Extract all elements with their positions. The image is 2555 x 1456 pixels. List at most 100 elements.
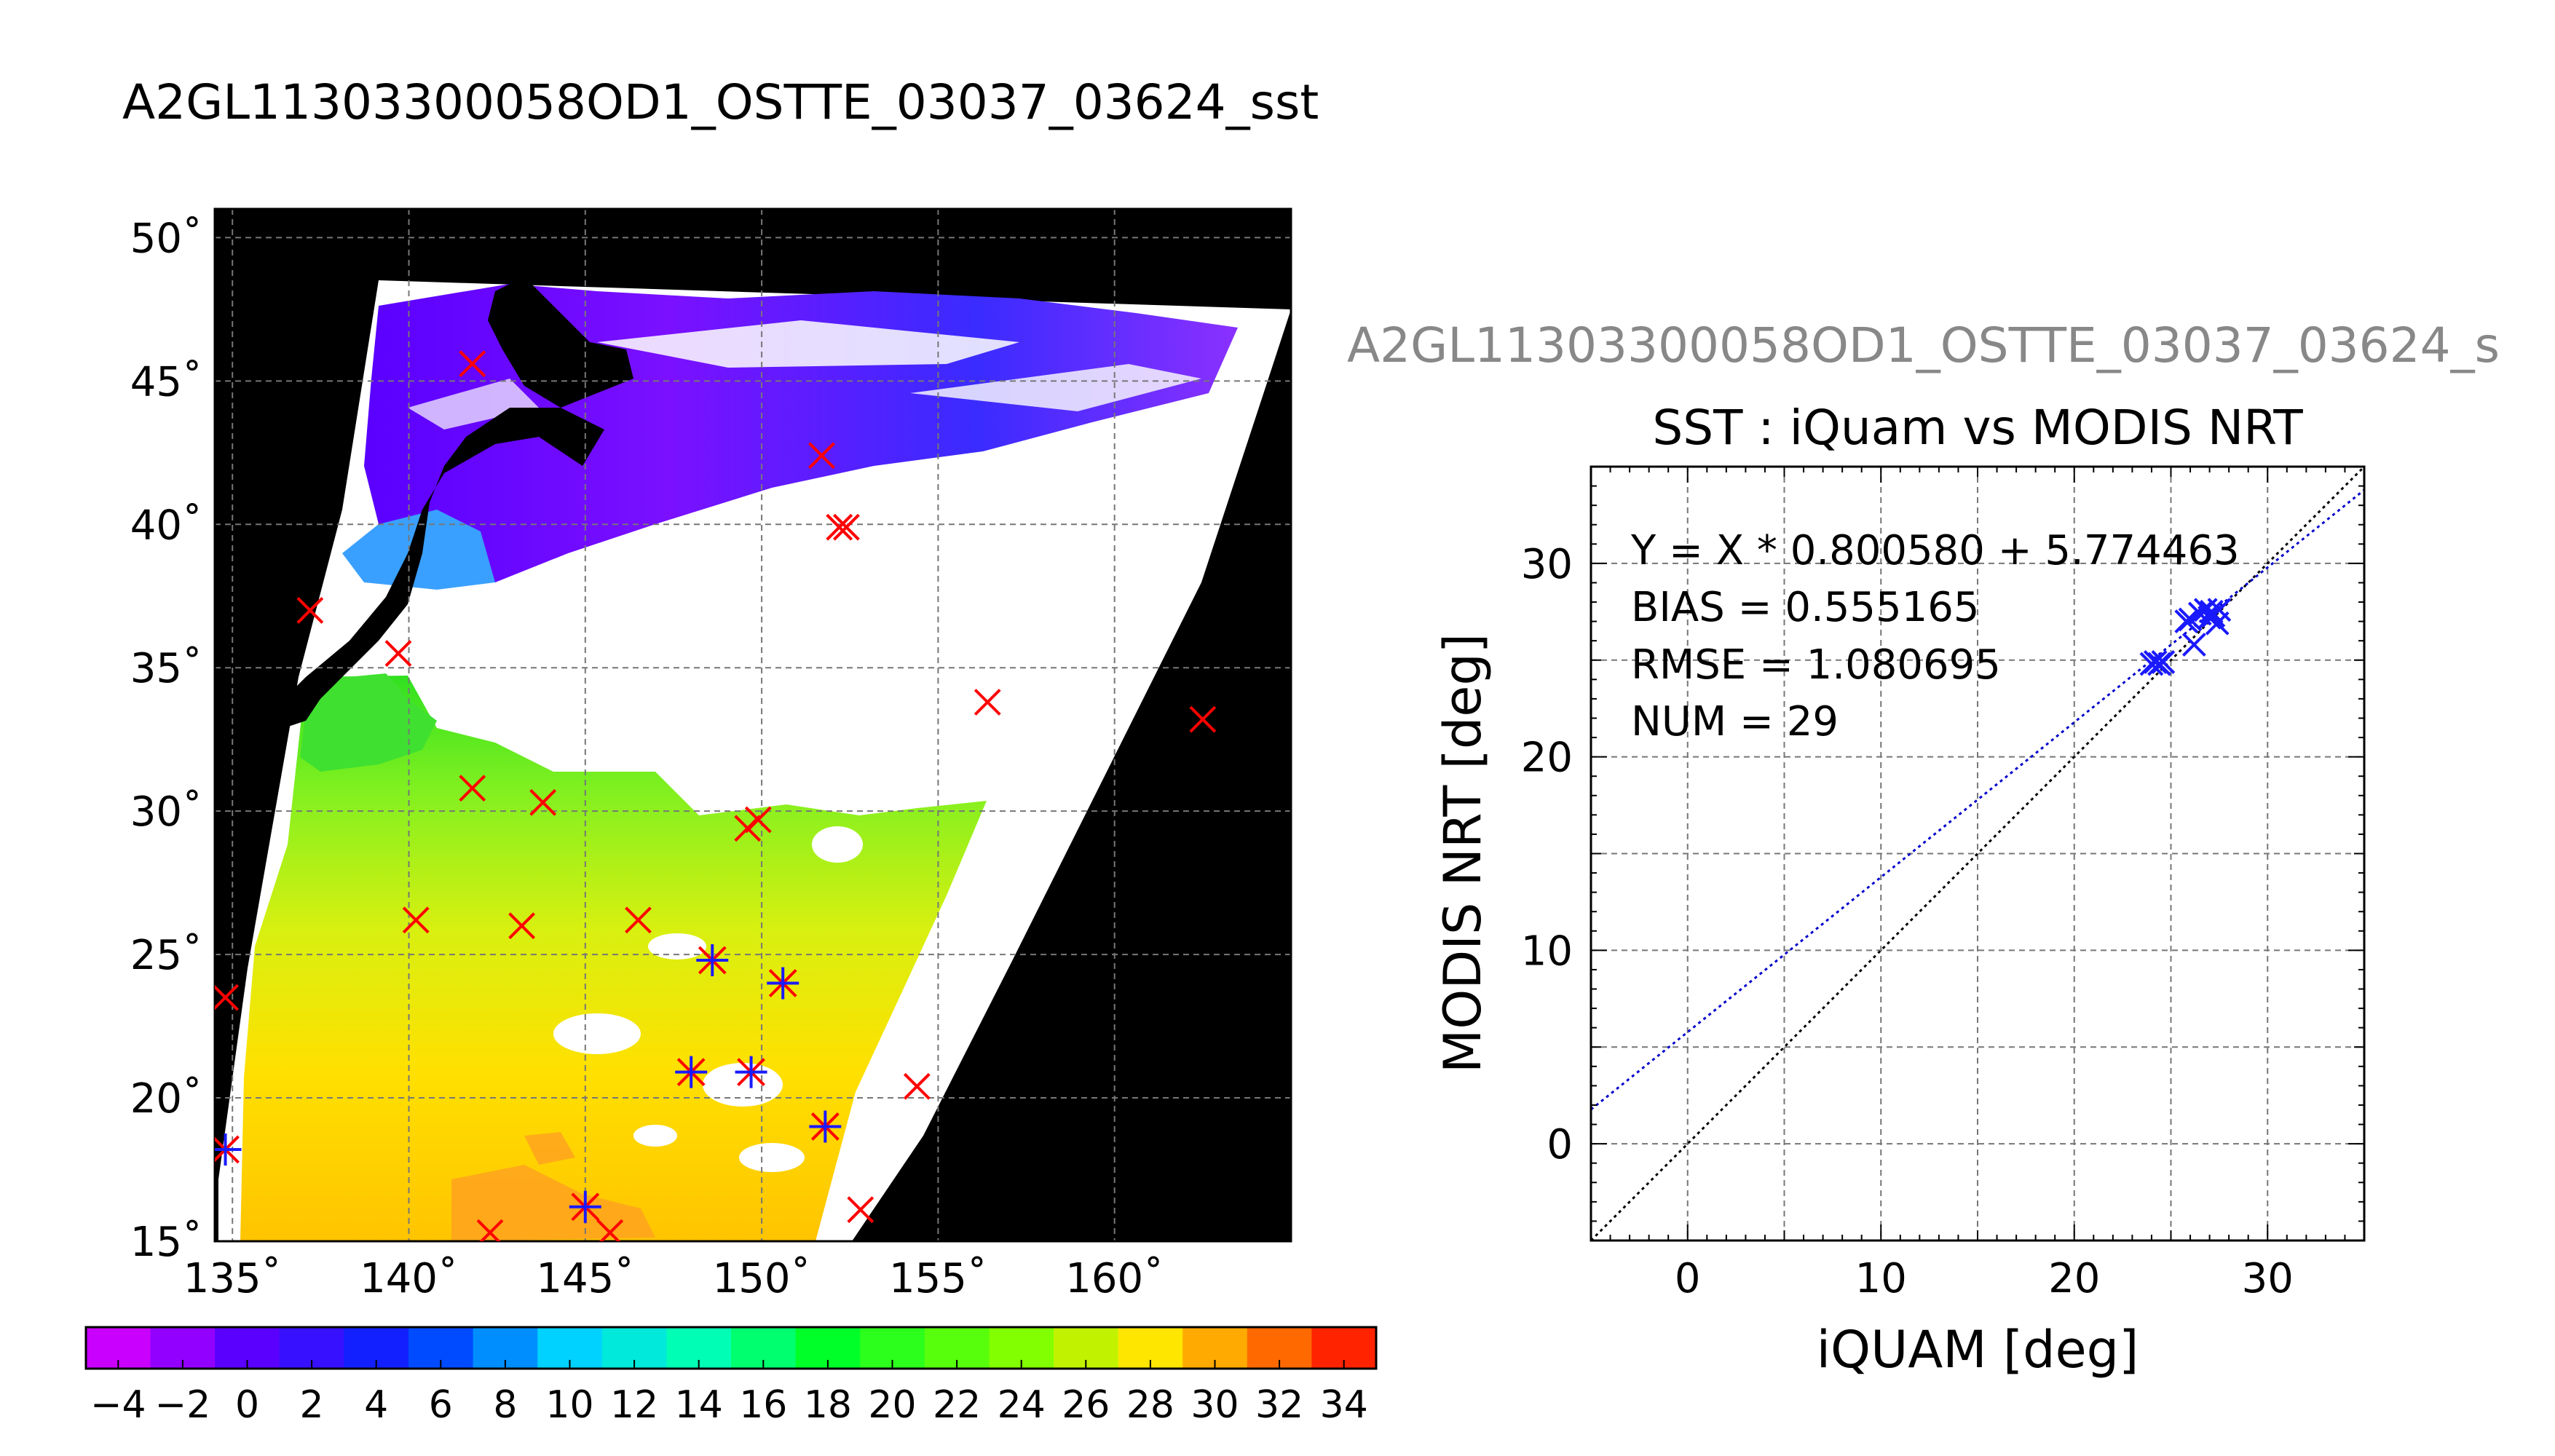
warm-water-region [240,676,987,1241]
scatter-point [2207,598,2232,622]
iquam-marker [459,775,486,802]
map-lat-tick-labels: 15˚ 20˚ 25˚ 30˚ 35˚ 40˚ 45˚ 50˚ [130,215,202,1266]
map-lat-tick-label: 15˚ [130,1219,202,1266]
colorbar-tick-label: −2 [155,1383,211,1427]
matched-marker [569,1190,601,1223]
iquam-marker [476,1219,504,1241]
colorbar-tick-label: 16 [739,1383,787,1427]
scatter-x-tick-label: 20 [2048,1255,2100,1302]
iquam-marker [215,984,239,1011]
iquam-marker [974,689,1001,716]
map-lat-tick-label: 25˚ [130,932,202,979]
map-lat-tick-label: 45˚ [130,358,202,405]
colorbar-tick-label: 12 [610,1383,658,1427]
map-lon-tick-label: 160˚ [1065,1255,1164,1302]
colorbar-tick-label: 28 [1126,1383,1174,1427]
iquam-marker [402,906,430,934]
map-lon-tick-label: 155˚ [889,1255,987,1302]
map-lon-tick-label: 145˚ [536,1255,634,1302]
scatter-gridlines [1591,467,2364,1241]
scatter-y-tick-label: 20 [1521,735,1573,782]
scatter-y-tick-label: 10 [1521,927,1573,975]
cloud-patch [633,1125,677,1147]
scatter-x-tick-label: 30 [2242,1255,2294,1302]
colorbar-tick-label: 22 [933,1383,981,1427]
colorbar-frame [84,1326,1378,1370]
colorbar-tick-label: −4 [90,1383,146,1427]
regression-stats: Y = X * 0.800580 + 5.774463 BIAS = 0.555… [1630,527,2240,745]
colorbar: −4 −2 0 2 4 6 8 10 12 14 16 18 20 22 24 26 28 30 32 34 [84,1326,1378,1427]
colorbar-tick-label: 32 [1255,1383,1303,1427]
map-lat-tick-label: 40˚ [130,502,202,549]
matched-marker [767,967,799,1000]
map-gridlines [215,209,1291,1242]
land-sakhalin [510,209,568,269]
scatter-y-tick-label: 0 [1547,1121,1573,1168]
scatter-points [2139,598,2232,676]
stat-rmse: RMSE = 1.080695 [1631,641,2001,689]
iquam-marker [459,350,486,378]
one-to-one-line [1591,467,2364,1241]
colorbar-tick-label: 0 [235,1383,259,1427]
scatter-point [2151,649,2176,674]
scatter-faded-title: A2GL11303300058OD1_OSTTE_03037_03624_s [1347,317,2500,373]
iquam-marker [384,640,412,667]
colorbar-tick-label: 6 [429,1383,453,1427]
scatter-point [2199,599,2224,624]
matched-marker [735,1056,767,1088]
cloud-streak [910,364,1201,411]
cloud-patch [703,1063,783,1107]
stat-fit-equation: Y = X * 0.800580 + 5.774463 [1630,527,2240,574]
iquam-marker [744,806,772,834]
map-lat-tick-label: 20˚ [130,1075,202,1123]
iquam-markers [215,350,1217,1241]
sst-map: 135˚ 140˚ 145˚ 150˚ 155˚ 160˚ 15˚ 20˚ 25˚ 30˚ 35˚… [130,207,1292,1302]
cloud-streak [597,320,1019,368]
colorbar-tick-label: 30 [1190,1383,1239,1427]
scatter-point [2181,633,2206,657]
map-frame [213,207,1292,1243]
cloud-patch [812,826,863,863]
matched-marker [809,1110,842,1143]
scatter-x-tick-label: 0 [1675,1255,1701,1302]
stat-num: NUM = 29 [1631,698,1839,745]
iquam-marker [826,513,853,541]
iquam-marker [529,788,557,816]
regression-line [1591,488,2364,1111]
iquam-marker [625,906,652,934]
colorbar-tick-label: 24 [998,1383,1046,1427]
iquam-marker [296,597,324,624]
matched-marker [675,1056,708,1088]
cloud-patch [553,1013,641,1054]
colorbar-tick-label: 18 [804,1383,852,1427]
scatter-x-tick-label: 10 [1855,1255,1907,1302]
hot-water-patch [524,1132,575,1165]
map-lon-tick-labels: 135˚ 140˚ 145˚ 150˚ 155˚ 160˚ [183,1255,1164,1302]
map-lon-tick-label: 135˚ [183,1255,282,1302]
colorbar-tick-label: 34 [1320,1383,1368,1427]
map-lon-tick-label: 150˚ [713,1255,811,1302]
colorbar-tick-label: 8 [493,1383,517,1427]
iquam-marker [833,513,860,541]
stat-bias: BIAS = 0.555165 [1631,584,1980,631]
iquam-marker [808,442,835,470]
scatter-xlabel: iQUAM [deg] [1817,1320,2139,1380]
land-hokkaido [488,277,633,408]
iquam-marker [847,1196,874,1224]
matched-markers [215,943,842,1223]
green-water-patch [300,673,437,772]
land-honshu [277,408,604,728]
cloud-streak [408,379,539,430]
matched-marker [215,1133,242,1166]
colorbar-tick-label: 4 [364,1383,388,1427]
scatter-panel: A2GL11303300058OD1_OSTTE_03037_03624_s S… [1347,317,2500,1380]
scatter-title: SST : iQuam vs MODIS NRT [1652,400,2303,456]
colorbar-tick-label: 14 [675,1383,723,1427]
cloud-patch [739,1143,805,1172]
colorbar-tick-label: 26 [1062,1383,1110,1427]
scatter-y-tick-label: 30 [1521,541,1573,588]
iquam-marker [903,1072,931,1100]
colorbar-tick-label: 20 [868,1383,916,1427]
map-lat-tick-label: 30˚ [130,788,202,836]
